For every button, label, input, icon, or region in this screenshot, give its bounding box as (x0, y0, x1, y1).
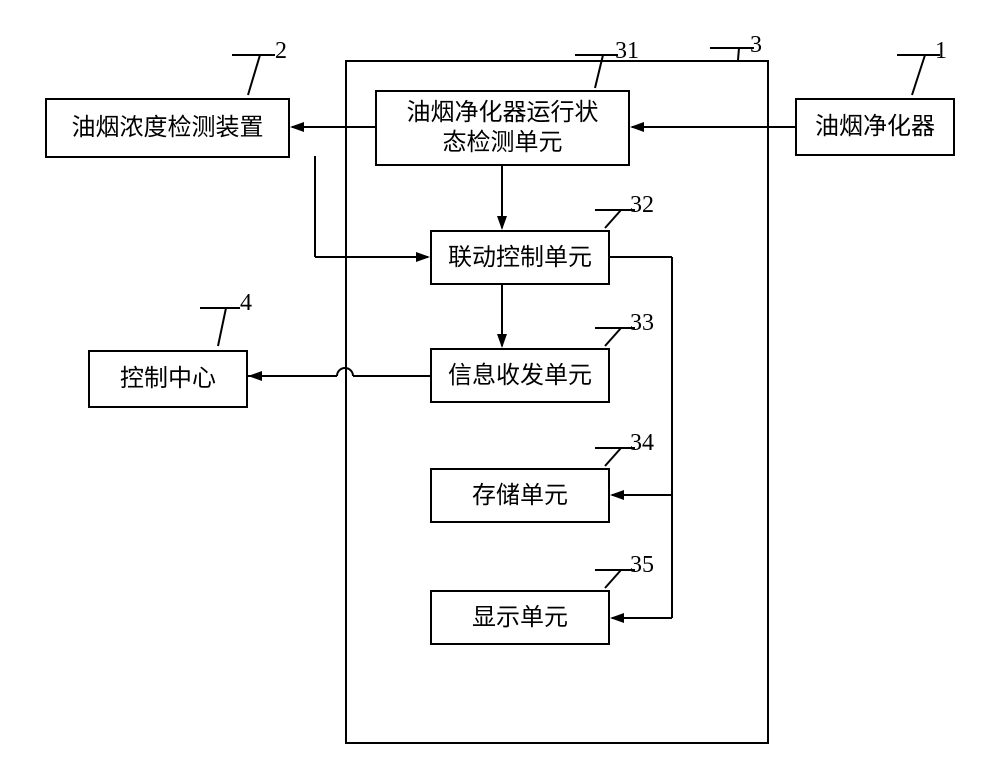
smoke-purifier-box: 油烟净化器 (795, 98, 955, 156)
box-label: 信息收发单元 (448, 361, 592, 391)
ref-label-35: 35 (630, 552, 654, 579)
ref-label-31: 31 (615, 38, 639, 65)
box-label: 油烟净化器 (815, 112, 935, 142)
box-label: 存储单元 (472, 481, 568, 511)
box-label: 油烟净化器运行状 态检测单元 (407, 98, 599, 158)
ref-label-3: 3 (750, 32, 762, 59)
ref-label-2: 2 (275, 38, 287, 65)
ref-label-34: 34 (630, 430, 654, 457)
box-label: 联动控制单元 (448, 243, 592, 273)
ref-label-33: 33 (630, 310, 654, 337)
ref-label-4: 4 (240, 290, 252, 317)
box-label: 油烟浓度检测装置 (72, 113, 264, 143)
display-unit-box: 显示单元 (430, 590, 610, 645)
diagram-stage: 油烟浓度检测装置 控制中心 油烟净化器 油烟净化器运行状 态检测单元 联动控制单… (0, 0, 1000, 767)
storage-unit-box: 存储单元 (430, 468, 610, 523)
ref-label-32: 32 (630, 192, 654, 219)
box-label: 显示单元 (472, 603, 568, 633)
smoke-concentration-detector-box: 油烟浓度检测装置 (45, 98, 290, 158)
purifier-status-detection-unit-box: 油烟净化器运行状 态检测单元 (375, 90, 630, 166)
box-label: 控制中心 (120, 364, 216, 394)
ref-label-1: 1 (935, 38, 947, 65)
info-transceiver-unit-box: 信息收发单元 (430, 348, 610, 403)
control-center-box: 控制中心 (88, 350, 248, 408)
linkage-control-unit-box: 联动控制单元 (430, 230, 610, 285)
